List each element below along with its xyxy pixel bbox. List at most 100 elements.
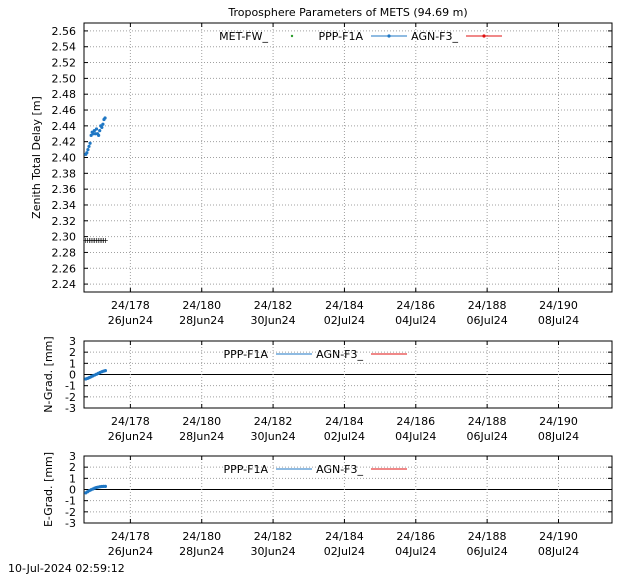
data-point-met: +	[86, 236, 93, 245]
y-tick-label: 2.32	[52, 215, 77, 228]
legend-marker	[482, 34, 486, 38]
data-point-met: +	[95, 236, 102, 245]
legend-label: MET-FW_	[219, 30, 268, 43]
x-tick-label-doy: 24/178	[111, 415, 150, 428]
y-tick-label: -1	[65, 380, 76, 393]
data-point-met: +	[102, 236, 109, 245]
legend-label: PPP-F1A	[319, 30, 364, 43]
y-tick-label: 2.36	[52, 183, 77, 196]
x-tick-label-doy: 24/184	[325, 299, 364, 312]
y-tick-label: 2.24	[52, 278, 77, 291]
data-point-met: +	[84, 236, 91, 245]
y-tick-label: -3	[65, 517, 76, 530]
data-point	[98, 129, 102, 133]
y-tick-label: 2	[69, 346, 76, 359]
x-tick-label-doy: 24/186	[396, 299, 435, 312]
data-point-met: +	[91, 236, 98, 245]
y-tick-label: 1	[69, 357, 76, 370]
data-point	[103, 368, 108, 373]
x-tick-label-doy: 24/180	[182, 415, 221, 428]
y-tick-label: 2.42	[52, 136, 77, 149]
y-tick-label: 2.50	[52, 72, 77, 85]
x-tick-label-doy: 24/190	[539, 530, 578, 543]
y-axis-label: N-Grad. [mm]	[42, 336, 55, 412]
data-point-met: +	[93, 236, 100, 245]
x-tick-label-date: 26Jun24	[108, 430, 153, 443]
data-point-met: +	[97, 236, 104, 245]
x-tick-label-doy: 24/182	[254, 299, 293, 312]
x-tick-label-doy: 24/188	[468, 530, 507, 543]
x-tick-label-doy: 24/190	[539, 415, 578, 428]
x-tick-label-date: 06Jul24	[466, 430, 507, 443]
x-tick-label-date: 02Jul24	[324, 314, 365, 327]
y-tick-label: 3	[69, 450, 76, 463]
x-tick-label-doy: 24/182	[254, 530, 293, 543]
panel-1: Troposphere Parameters of METS (94.69 m)…	[30, 6, 613, 327]
plot-frame	[83, 455, 613, 524]
y-tick-label: 2.48	[52, 88, 77, 101]
data-point-met: +	[88, 236, 95, 245]
y-tick-label: 0	[69, 369, 76, 382]
data-point	[100, 125, 104, 130]
legend-label: AGN-F3_	[316, 463, 363, 476]
y-axis-label: E-Grad. [mm]	[42, 452, 55, 527]
data-point	[103, 484, 108, 488]
y-tick-label: 2.34	[52, 199, 77, 212]
x-tick-label-date: 28Jun24	[179, 430, 224, 443]
y-axis-label: Zenith Total Delay [m]	[30, 96, 43, 219]
data-point	[87, 144, 91, 149]
x-tick-label-date: 04Jul24	[395, 545, 436, 558]
x-tick-label-doy: 24/178	[111, 299, 150, 312]
data-point-met: +	[98, 236, 105, 245]
x-tick-label-doy: 24/184	[325, 415, 364, 428]
data-point	[101, 122, 105, 126]
x-tick-label-doy: 24/180	[182, 299, 221, 312]
y-tick-label: 2.38	[52, 167, 77, 180]
legend-label: AGN-F3_	[411, 30, 458, 43]
y-tick-label: -1	[65, 495, 76, 508]
x-tick-label-doy: 24/186	[396, 530, 435, 543]
legend-label: PPP-F1A	[224, 463, 269, 476]
legend-label: AGN-F3_	[316, 348, 363, 361]
legend-marker	[290, 34, 294, 38]
y-tick-label: 2.30	[52, 231, 77, 244]
y-tick-label: 2.56	[52, 25, 77, 38]
x-tick-label-date: 26Jun24	[108, 545, 153, 558]
legend-marker	[387, 34, 391, 38]
x-tick-label-doy: 24/180	[182, 530, 221, 543]
y-tick-label: -2	[65, 506, 76, 519]
x-tick-label-doy: 24/188	[468, 299, 507, 312]
x-tick-label-doy: 24/182	[254, 415, 293, 428]
x-tick-label-date: 08Jul24	[538, 545, 579, 558]
plot-frame	[83, 22, 613, 293]
data-point	[103, 116, 107, 120]
y-tick-label: 2.52	[52, 57, 77, 70]
y-tick-label: 2	[69, 461, 76, 474]
x-tick-label-doy: 24/184	[325, 530, 364, 543]
x-tick-label-date: 28Jun24	[179, 314, 224, 327]
x-tick-label-doy: 24/178	[111, 530, 150, 543]
y-tick-label: 2.54	[52, 41, 77, 54]
y-tick-label: -2	[65, 391, 76, 404]
plot-frame	[83, 340, 613, 409]
y-tick-label: -3	[65, 402, 76, 415]
data-point-met: +	[90, 236, 97, 245]
x-tick-label-doy: 24/188	[468, 415, 507, 428]
x-tick-label-date: 06Jul24	[466, 545, 507, 558]
y-tick-label: 0	[69, 484, 76, 497]
x-tick-label-date: 04Jul24	[395, 430, 436, 443]
y-tick-label: 3	[69, 335, 76, 348]
data-point	[94, 127, 99, 131]
data-point	[86, 147, 90, 152]
x-tick-label-date: 30Jun24	[250, 430, 295, 443]
timestamp: 10-Jul-2024 02:59:12	[8, 562, 125, 575]
x-tick-label-date: 08Jul24	[538, 314, 579, 327]
x-tick-label-date: 02Jul24	[324, 430, 365, 443]
x-tick-label-date: 30Jun24	[250, 314, 295, 327]
x-tick-label-doy: 24/186	[396, 415, 435, 428]
data-point	[97, 133, 101, 137]
x-tick-label-date: 06Jul24	[466, 314, 507, 327]
